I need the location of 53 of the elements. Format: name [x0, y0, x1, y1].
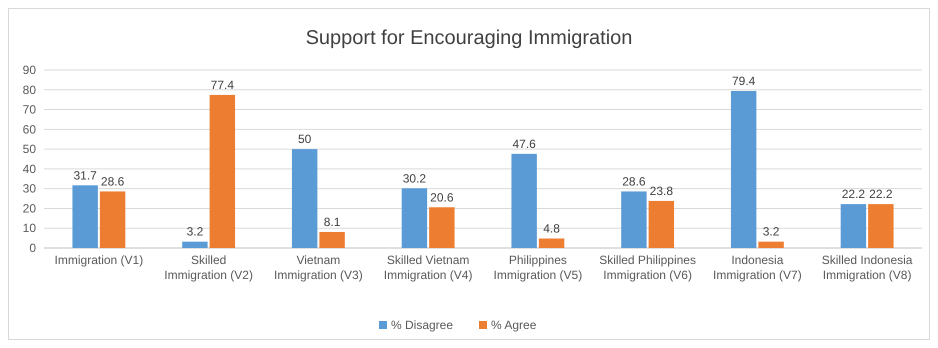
- y-tick-label: 20: [22, 201, 36, 216]
- y-tick-label: 70: [22, 102, 36, 117]
- bar: [100, 191, 126, 248]
- y-tick-label: 40: [22, 162, 36, 176]
- chart-title: Support for Encouraging Immigration: [306, 27, 632, 49]
- bar: [511, 154, 537, 248]
- bar: [621, 191, 647, 248]
- x-tick-label: Skilled Philippines Immigration (V6): [599, 253, 696, 282]
- data-label: 3.2: [186, 224, 204, 239]
- data-label: 8.1: [324, 214, 341, 229]
- x-tick-label: Philippines Immigration (V5): [494, 253, 582, 282]
- y-tick-label: 50: [22, 142, 36, 156]
- data-label: 28.6: [622, 174, 646, 188]
- data-label: 77.4: [210, 78, 234, 92]
- data-label: 20.6: [430, 190, 454, 204]
- bar: [730, 90, 756, 248]
- bar: [210, 94, 236, 248]
- bar: [292, 149, 318, 248]
- bar: [868, 204, 894, 248]
- bar: [758, 242, 784, 248]
- bar: [402, 188, 428, 248]
- x-tick-label: Immigration (V1): [54, 253, 144, 267]
- data-label: 22.2: [869, 187, 893, 202]
- x-tick-label: Skilled Vietnam Immigration (V4): [384, 253, 472, 282]
- bar: [182, 242, 208, 248]
- bar: [648, 200, 674, 248]
- y-tick-label: 0: [29, 241, 36, 255]
- x-tick-label: Skilled Indonesia Immigration (V8): [822, 253, 913, 282]
- data-label: 30.2: [402, 171, 426, 186]
- data-label: 23.8: [650, 184, 674, 198]
- y-tick-label: 80: [22, 82, 36, 97]
- y-tick-label: 60: [22, 122, 36, 136]
- x-tick-label: Indonesia Immigration (V7): [713, 253, 802, 282]
- bar: [319, 232, 345, 248]
- data-label: 28.6: [100, 174, 125, 188]
- data-label: 79.4: [732, 74, 756, 88]
- bar: [538, 238, 564, 248]
- bar: [429, 207, 455, 248]
- data-label: 22.2: [842, 187, 866, 202]
- x-tick-label: Vietnam Immigration (V3): [274, 253, 363, 282]
- data-label: 31.7: [73, 168, 98, 182]
- data-label: 3.2: [762, 224, 780, 239]
- data-label: 50: [298, 132, 312, 146]
- y-tick-label: 30: [22, 182, 36, 196]
- legend-label: % Agree: [491, 318, 537, 332]
- legend-label: % Disagree: [391, 318, 454, 332]
- x-tick-label: Skilled Immigration (V2): [164, 253, 253, 282]
- y-tick-label: 10: [22, 221, 36, 236]
- data-label: 47.6: [512, 136, 536, 151]
- y-tick-label: 90: [22, 63, 36, 77]
- bar: [72, 185, 98, 248]
- bar: [840, 204, 866, 248]
- data-label: 4.8: [543, 222, 560, 236]
